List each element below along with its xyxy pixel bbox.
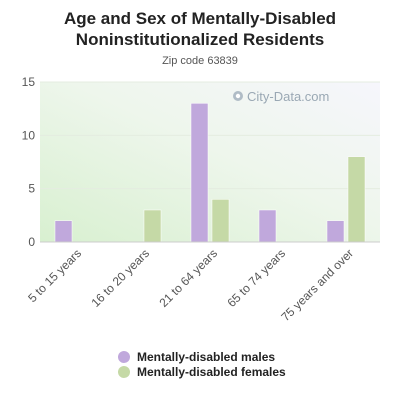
x-tick-label: 75 years and over bbox=[278, 246, 356, 324]
bar-females-1 bbox=[143, 209, 162, 243]
legend-swatch-females bbox=[118, 366, 130, 378]
y-tick-label: 10 bbox=[22, 128, 36, 142]
watermark-text: City-Data.com bbox=[247, 89, 329, 104]
chart-title: Age and Sex of Mentally-Disabled Noninst… bbox=[0, 8, 400, 50]
x-tick-label: 21 to 64 years bbox=[156, 246, 220, 310]
x-tick-label: 5 to 15 years bbox=[25, 246, 84, 305]
y-tick-label: 15 bbox=[22, 75, 36, 89]
legend-label-females: Mentally-disabled females bbox=[137, 365, 286, 379]
chart-title-line-2: Noninstitutionalized Residents bbox=[75, 30, 325, 49]
bar-males-3 bbox=[258, 209, 277, 243]
watermark: City-Data.com bbox=[233, 89, 329, 104]
x-tick-label: 16 to 20 years bbox=[88, 246, 152, 310]
chart-subtitle: Zip code 63839 bbox=[162, 55, 238, 67]
legend-swatch-males bbox=[118, 351, 130, 363]
y-tick-label: 5 bbox=[28, 182, 35, 196]
legend: Mentally-disabled malesMentally-disabled… bbox=[118, 350, 286, 379]
x-tick-label: 65 to 74 years bbox=[224, 246, 288, 310]
bar-females-4 bbox=[347, 156, 366, 243]
bar-males-4 bbox=[326, 220, 345, 243]
bar-males-0 bbox=[54, 220, 73, 243]
bar-females-2 bbox=[211, 199, 230, 243]
chart-title-line-1: Age and Sex of Mentally-Disabled bbox=[63, 9, 337, 28]
y-tick-label: 0 bbox=[28, 235, 35, 249]
plot-area bbox=[40, 82, 380, 242]
legend-label-males: Mentally-disabled males bbox=[137, 350, 275, 364]
bar-males-2 bbox=[190, 103, 209, 243]
